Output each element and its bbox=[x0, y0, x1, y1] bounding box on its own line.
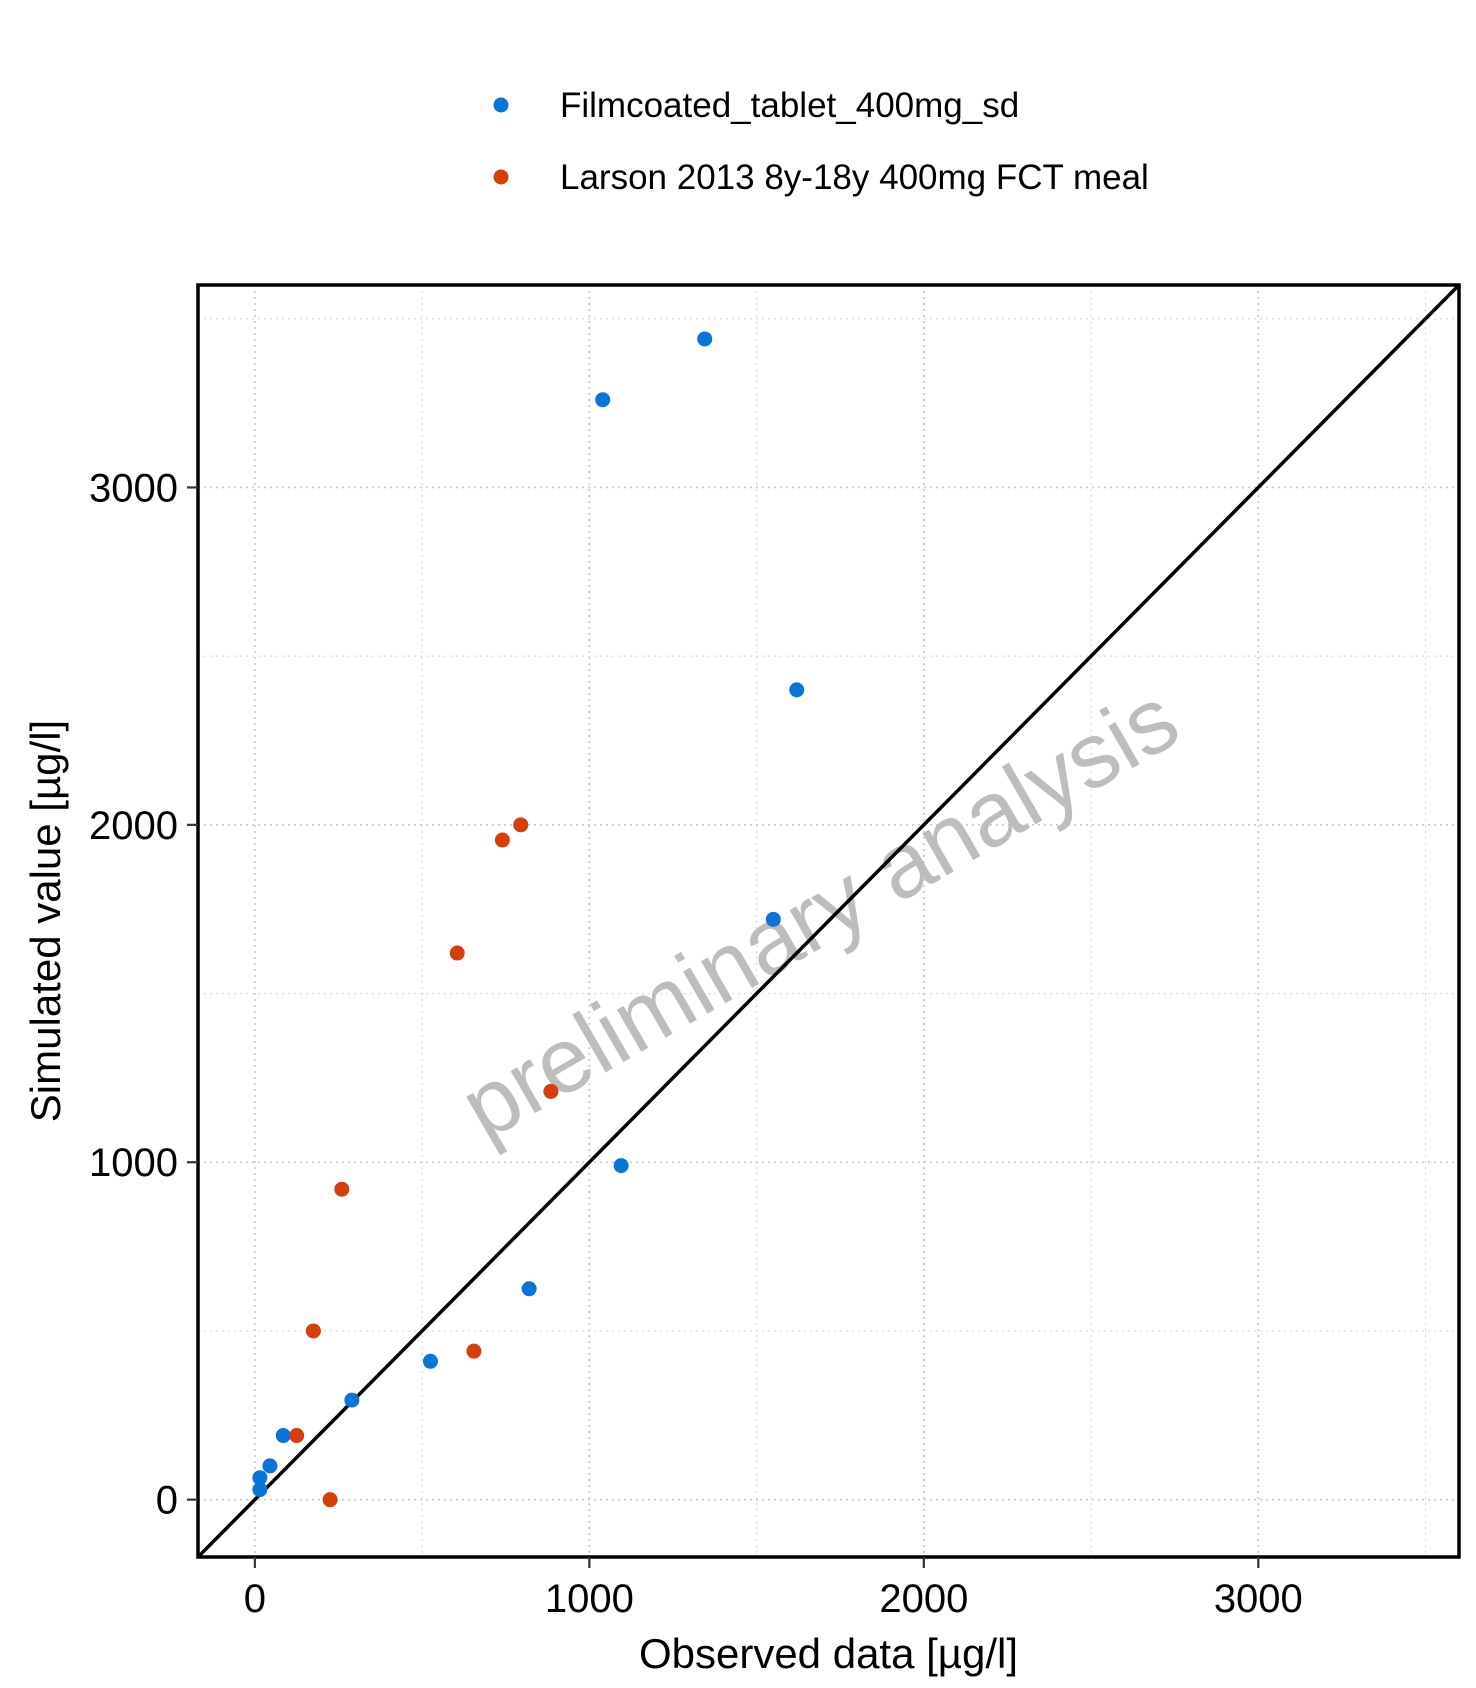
data-point-series-2 bbox=[466, 1343, 482, 1359]
legend: Filmcoated_tablet_400mg_sd Larson 2013 8y… bbox=[493, 86, 1149, 197]
legend-label-series-2: Larson 2013 8y-18y 400mg FCT meal bbox=[560, 158, 1149, 197]
legend-label-series-1: Filmcoated_tablet_400mg_sd bbox=[560, 86, 1019, 125]
data-point-series-2 bbox=[513, 817, 529, 833]
x-tick-label: 0 bbox=[244, 1577, 266, 1621]
data-point-series-1 bbox=[275, 1428, 291, 1444]
data-point-series-1 bbox=[422, 1353, 438, 1369]
x-tick-label: 2000 bbox=[879, 1577, 968, 1621]
plot-panel-border bbox=[196, 283, 1461, 1559]
data-point-series-1 bbox=[765, 911, 781, 927]
data-point-series-1 bbox=[521, 1281, 537, 1297]
legend-key-series-1 bbox=[493, 97, 509, 113]
data-point-series-2 bbox=[289, 1428, 305, 1444]
y-tick-label: 3000 bbox=[89, 466, 178, 510]
data-point-series-2 bbox=[494, 832, 510, 848]
y-tick-label: 1000 bbox=[89, 1141, 178, 1185]
data-point-series-2 bbox=[449, 945, 465, 961]
identity-line bbox=[196, 283, 1461, 1559]
y-axis-title: Simulated value [µg/l] bbox=[22, 720, 69, 1122]
data-point-series-1 bbox=[595, 392, 611, 408]
y-axis-ticks: 0 1000 2000 3000 bbox=[89, 466, 198, 1523]
data-points bbox=[252, 331, 805, 1508]
data-point-series-2 bbox=[543, 1083, 559, 1099]
major-grid bbox=[198, 285, 1459, 1557]
y-tick-label: 0 bbox=[156, 1479, 178, 1523]
data-point-series-1 bbox=[262, 1458, 278, 1474]
data-point-series-1 bbox=[697, 331, 713, 347]
data-point-series-1 bbox=[344, 1392, 360, 1408]
data-point-series-1 bbox=[789, 682, 805, 698]
x-tick-label: 1000 bbox=[545, 1577, 634, 1621]
y-tick-label: 2000 bbox=[89, 804, 178, 848]
data-point-series-1 bbox=[613, 1158, 629, 1174]
data-point-series-2 bbox=[322, 1492, 338, 1508]
data-point-series-2 bbox=[305, 1323, 321, 1339]
x-axis-ticks: 0 1000 2000 3000 bbox=[244, 1557, 1303, 1621]
minor-grid bbox=[198, 285, 1459, 1557]
x-tick-label: 3000 bbox=[1214, 1577, 1303, 1621]
data-point-series-1 bbox=[252, 1470, 268, 1486]
legend-key-series-2 bbox=[493, 169, 509, 185]
x-axis-title: Observed data [µg/l] bbox=[639, 1630, 1018, 1677]
data-point-series-2 bbox=[334, 1181, 350, 1197]
data-point-series-1 bbox=[252, 1482, 268, 1498]
